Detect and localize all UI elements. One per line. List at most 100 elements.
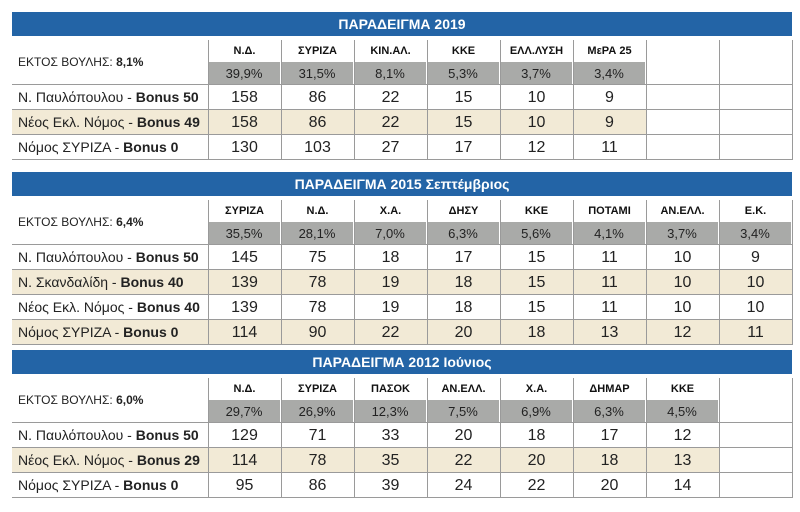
seats: 103 [304,139,331,156]
row-divider [12,472,792,473]
method-name: Νόμος ΣΥΡΙΖΑ - [18,324,120,340]
column-divider [500,200,501,345]
bonus: Bonus 49 [136,114,200,130]
seats: 17 [454,139,473,156]
party-percent: 5,6% [500,222,573,245]
party-name: ΕΛΛ.ΛΥΣΗ [509,45,564,57]
seats: 129 [231,427,258,444]
seats: 86 [308,114,327,131]
row-label: Νέος Εκλ. Νόμος - Bonus 49 [12,110,208,135]
row-divider [12,422,792,423]
party-percent: 3,4% [719,222,792,245]
method-name: Νόμος ΣΥΡΙΖΑ - [18,477,120,493]
seats: 10 [527,114,546,131]
party-name: ΚΚΕ [524,205,549,217]
column-divider [792,40,793,160]
method-name: Νέος Εκλ. Νόμος - [18,299,133,315]
seats: 11 [601,139,618,156]
seats: 78 [308,299,327,316]
seats: 10 [673,299,692,316]
method-name: Ν. Παυλόπουλου - [18,89,132,105]
seats: 15 [527,274,546,291]
seats: 15 [454,89,473,106]
row-divider [12,269,792,270]
row-label: Νόμος ΣΥΡΙΖΑ - Bonus 0 [12,320,208,345]
party-name: Χ.Α. [525,383,548,395]
column-divider [646,40,647,160]
column-divider [792,378,793,498]
column-divider [500,378,501,498]
seats: 78 [308,274,327,291]
column-divider [354,200,355,345]
bonus: Bonus 0 [123,139,179,155]
seats: 10 [746,274,765,291]
outside-value: 8,1% [116,55,144,69]
party-name: Ε.Κ. [744,205,767,217]
seats: 19 [381,299,400,316]
seats: 17 [600,427,619,444]
method-name: Νόμος ΣΥΡΙΖΑ - [18,139,120,155]
seats: 9 [751,249,760,266]
seats: 13 [673,452,692,469]
outside-label: ΕΚΤΟΣ ΒΟΥΛΗΣ: [18,393,113,407]
row-background [12,320,792,345]
party-name: ΑΝ.ΕΛΛ. [660,205,705,217]
party-name: ΜεΡΑ 25 [587,45,632,57]
seats: 145 [231,249,258,266]
seats: 86 [308,477,327,494]
seats: 35 [381,452,400,469]
party-name: ΣΥΡΙΖΑ [225,205,264,217]
seats: 22 [527,477,546,494]
seats: 20 [527,452,546,469]
seats: 139 [231,274,258,291]
bonus: Bonus 0 [123,477,179,493]
seats: 130 [231,139,258,156]
party-name: Ν.Δ. [306,205,329,217]
party-percent: 4,5% [646,400,719,423]
seats: 78 [308,452,327,469]
method-name: Νέος Εκλ. Νόμος - [18,114,133,130]
bonus: Bonus 50 [135,427,199,443]
party-percent: 7,5% [427,400,500,423]
party-percent: 6,9% [500,400,573,423]
party-name: ΠΑΣΟΚ [371,383,410,395]
outside-parliament: ΕΚΤΟΣ ΒΟΥΛΗΣ: 6,0% [12,378,208,423]
bonus: Bonus 29 [136,452,200,468]
column-divider [573,200,574,345]
column-divider [208,40,209,160]
seats: 10 [673,249,692,266]
seats: 20 [454,324,473,341]
column-divider [719,378,720,498]
seats: 12 [527,139,546,156]
party-percent: 6,3% [427,222,500,245]
party-name: ΔΗΜΑΡ [589,383,630,395]
seats: 15 [454,114,473,131]
seats: 22 [454,452,473,469]
column-divider [427,40,428,160]
party-name: ΚΚΕ [670,383,695,395]
seats: 18 [454,299,473,316]
seats: 39 [381,477,400,494]
seats: 18 [381,249,400,266]
party-name: ΣΥΡΙΖΑ [298,45,337,57]
seats: 22 [381,324,400,341]
seats: 27 [381,139,400,156]
seats: 10 [527,89,546,106]
column-divider [427,200,428,345]
seats: 9 [605,89,614,106]
outside-label: ΕΚΤΟΣ ΒΟΥΛΗΣ: [18,55,113,69]
seats: 22 [381,114,400,131]
seats: 114 [231,324,258,341]
party-percent: 7,0% [354,222,427,245]
seats: 18 [527,324,546,341]
seats: 20 [454,427,473,444]
row-divider [12,109,792,110]
row-label: Νόμος ΣΥΡΙΖΑ - Bonus 0 [12,473,208,498]
row-divider [12,497,792,498]
section-title: ΠΑΡΑΔΕΙΓΜΑ 2019 [12,12,792,36]
seats: 14 [673,477,692,494]
seats: 95 [235,477,254,494]
seats: 9 [605,114,614,131]
column-divider [792,200,793,345]
party-percent: 6,3% [573,400,646,423]
